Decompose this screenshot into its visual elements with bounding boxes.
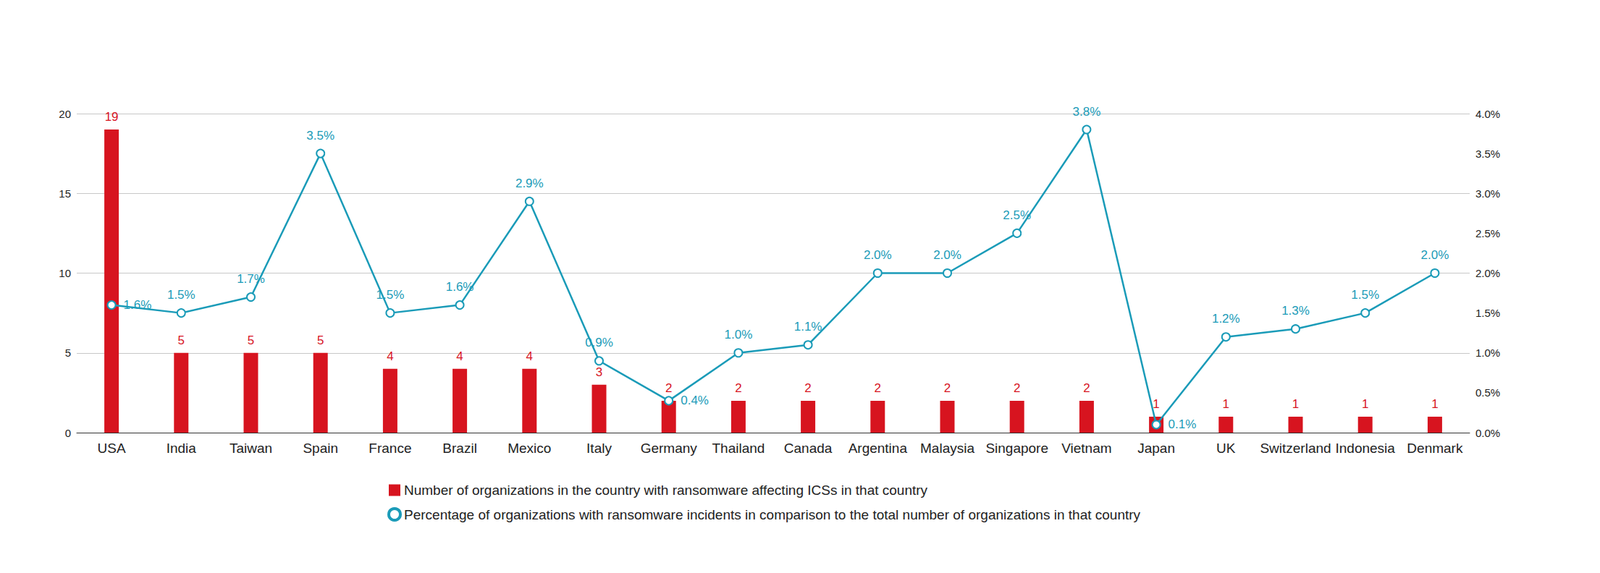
svg-text:0.9%: 0.9% xyxy=(584,335,614,350)
svg-text:1.6%: 1.6% xyxy=(123,298,153,313)
svg-text:Brazil: Brazil xyxy=(442,440,478,457)
svg-text:2: 2 xyxy=(874,381,882,396)
svg-text:Indonesia: Indonesia xyxy=(1335,440,1396,457)
svg-text:Canada: Canada xyxy=(784,440,833,457)
svg-text:4: 4 xyxy=(456,349,463,364)
svg-text:Germany: Germany xyxy=(640,440,698,457)
svg-text:5: 5 xyxy=(317,333,324,348)
svg-text:Number of organizations in the: Number of organizations in the country w… xyxy=(403,482,929,499)
svg-text:Taiwan: Taiwan xyxy=(229,440,273,457)
svg-text:Singapore: Singapore xyxy=(985,440,1049,457)
svg-text:1.5%: 1.5% xyxy=(167,288,196,302)
svg-text:0.5%: 0.5% xyxy=(1475,386,1501,399)
svg-text:1.5%: 1.5% xyxy=(376,288,405,302)
svg-text:2.0%: 2.0% xyxy=(1475,267,1501,280)
svg-text:Japan: Japan xyxy=(1137,440,1176,457)
svg-text:5: 5 xyxy=(247,333,255,348)
svg-text:1.0%: 1.0% xyxy=(724,327,753,342)
svg-text:2.0%: 2.0% xyxy=(933,248,962,263)
svg-text:Mexico: Mexico xyxy=(507,440,551,457)
svg-text:20: 20 xyxy=(58,107,71,121)
svg-text:Argentina: Argentina xyxy=(848,440,908,457)
svg-text:5: 5 xyxy=(178,333,185,348)
svg-text:15: 15 xyxy=(58,187,71,200)
svg-text:2.9%: 2.9% xyxy=(515,176,544,191)
svg-text:Thailand: Thailand xyxy=(711,440,765,457)
svg-text:3: 3 xyxy=(595,365,603,380)
svg-text:1.3%: 1.3% xyxy=(1281,304,1310,318)
svg-text:Denmark: Denmark xyxy=(1406,440,1464,457)
svg-text:2: 2 xyxy=(665,381,672,396)
svg-text:3.8%: 3.8% xyxy=(1072,104,1102,119)
svg-text:2: 2 xyxy=(734,381,742,396)
svg-text:3.0%: 3.0% xyxy=(1475,187,1501,200)
svg-text:1.5%: 1.5% xyxy=(1350,288,1380,302)
svg-text:UK: UK xyxy=(1216,440,1236,457)
svg-text:Spain: Spain xyxy=(302,440,339,457)
svg-text:2.0%: 2.0% xyxy=(863,248,892,263)
svg-text:3.5%: 3.5% xyxy=(306,128,335,143)
svg-text:19: 19 xyxy=(104,110,119,124)
svg-text:0.4%: 0.4% xyxy=(680,393,709,408)
svg-text:4.0%: 4.0% xyxy=(1475,107,1501,121)
svg-text:1.0%: 1.0% xyxy=(1475,346,1501,360)
svg-text:2: 2 xyxy=(944,381,951,396)
svg-text:1.2%: 1.2% xyxy=(1211,312,1241,326)
svg-text:5: 5 xyxy=(65,346,71,360)
svg-text:4: 4 xyxy=(526,349,533,364)
svg-text:Switzerland: Switzerland xyxy=(1259,440,1331,457)
svg-text:2: 2 xyxy=(804,381,811,396)
svg-text:2.5%: 2.5% xyxy=(1002,208,1031,223)
svg-text:1: 1 xyxy=(1361,397,1369,412)
svg-text:2: 2 xyxy=(1083,381,1090,396)
svg-text:2.5%: 2.5% xyxy=(1475,227,1501,240)
svg-text:2.0%: 2.0% xyxy=(1421,248,1450,263)
svg-text:3.5%: 3.5% xyxy=(1475,147,1501,160)
svg-text:Malaysia: Malaysia xyxy=(920,440,975,457)
svg-text:0.1%: 0.1% xyxy=(1168,417,1197,432)
svg-text:1: 1 xyxy=(1292,397,1299,412)
svg-text:Percentage of organizations wi: Percentage of organizations with ransomw… xyxy=(403,507,1141,523)
svg-text:1.5%: 1.5% xyxy=(1475,306,1501,320)
svg-text:Vietnam: Vietnam xyxy=(1061,440,1112,457)
svg-text:10: 10 xyxy=(58,267,71,280)
svg-text:2: 2 xyxy=(1013,381,1021,396)
svg-text:1: 1 xyxy=(1152,397,1160,412)
svg-text:0: 0 xyxy=(65,427,71,440)
svg-text:India: India xyxy=(166,440,197,457)
svg-text:Italy: Italy xyxy=(586,440,612,457)
svg-text:USA: USA xyxy=(97,440,126,457)
svg-text:1: 1 xyxy=(1431,397,1438,412)
svg-text:4: 4 xyxy=(386,349,394,364)
svg-text:1.6%: 1.6% xyxy=(445,280,475,294)
svg-text:1.7%: 1.7% xyxy=(236,272,265,286)
svg-text:France: France xyxy=(368,440,412,457)
svg-text:1: 1 xyxy=(1222,397,1230,412)
svg-text:0.0%: 0.0% xyxy=(1475,427,1501,440)
svg-text:1.1%: 1.1% xyxy=(794,320,823,334)
